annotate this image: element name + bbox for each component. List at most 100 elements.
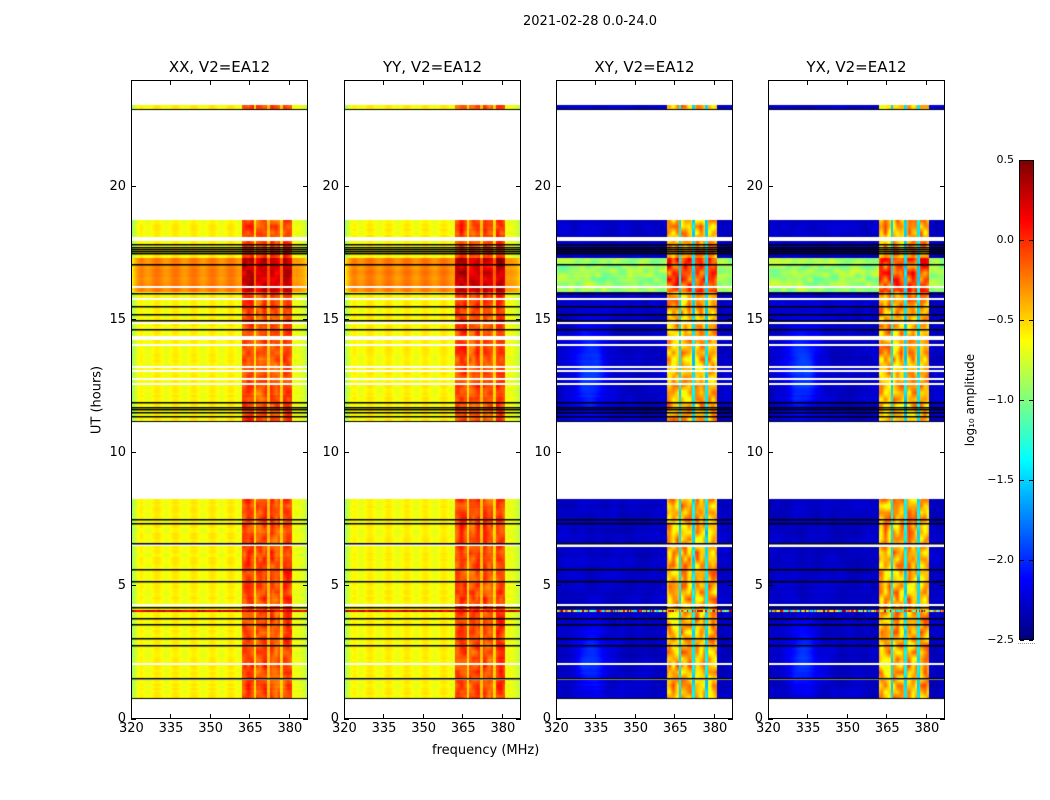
x-tick-mark <box>634 714 636 719</box>
x-tick-label: 350 <box>623 721 649 736</box>
y-tick-label: 10 <box>109 444 126 460</box>
y-tick-mark <box>940 452 945 454</box>
y-tick-label: 5 <box>117 577 126 593</box>
x-tick-label: 350 <box>411 721 437 736</box>
x-tick-label: 335 <box>158 721 184 736</box>
x-tick-mark <box>209 714 211 719</box>
y-tick-mark <box>131 585 136 587</box>
y-tick-mark <box>516 452 521 454</box>
x-tick-mark <box>289 714 290 719</box>
colorbar-tick-mark <box>1029 399 1033 401</box>
colorbar-tick-mark <box>1020 639 1024 641</box>
x-tick-mark <box>807 714 809 719</box>
x-tick-label: 380 <box>702 721 728 736</box>
y-tick-label: 15 <box>746 311 763 327</box>
x-tick-mark <box>170 714 172 719</box>
panel-yx: YX, V2=EA12 320 335 350 365 380 0 5 10 15 20 <box>746 58 945 736</box>
x-tick-mark <box>674 714 676 719</box>
x-tick-mark <box>462 714 464 719</box>
y-tick-mark <box>344 186 349 187</box>
y-tick-mark <box>728 452 733 454</box>
y-tick-mark <box>131 452 136 454</box>
y-tick-mark <box>940 186 945 187</box>
heatmap-yy <box>344 80 521 719</box>
y-tick-label: 20 <box>322 178 339 194</box>
colorbar-tick-label: −1.5 <box>987 473 1014 486</box>
x-tick-label: 350 <box>198 721 224 736</box>
x-tick-mark <box>422 80 424 85</box>
y-tick-label: 5 <box>330 577 339 593</box>
x-tick-mark <box>886 714 888 719</box>
colorbar-tick-mark <box>1029 559 1033 561</box>
y-tick-mark <box>556 718 561 720</box>
x-tick-mark <box>555 714 557 719</box>
panel-title: XY, V2=EA12 <box>594 58 695 76</box>
x-tick-mark <box>926 80 927 85</box>
x-tick-mark <box>714 80 715 85</box>
colorbar-tick-mark <box>1020 559 1024 561</box>
y-tick-label: 10 <box>322 444 339 460</box>
y-tick-mark <box>131 718 136 720</box>
colorbar-tick-label: −2.5 <box>987 633 1014 646</box>
y-tick-mark <box>768 452 773 454</box>
y-tick-label: 0 <box>754 711 763 726</box>
colorbar-tick-label: 0.0 <box>996 233 1015 246</box>
x-tick-label: 380 <box>914 721 940 736</box>
y-tick-mark <box>768 319 773 321</box>
x-tick-mark <box>130 80 132 85</box>
x-tick-mark <box>249 80 251 85</box>
x-tick-mark <box>807 80 809 85</box>
x-tick-label: 365 <box>662 721 688 736</box>
x-tick-label: 365 <box>450 721 476 736</box>
y-tick-mark <box>516 718 521 720</box>
y-tick-mark <box>728 718 733 720</box>
panel-xx: XX, V2=EA12 320 335 350 365 380 0 5 10 15 20 <box>109 58 308 736</box>
x-tick-label: 335 <box>583 721 609 736</box>
colorbar-tick-mark <box>1029 239 1033 241</box>
x-tick-mark <box>846 714 848 719</box>
x-tick-label: 320 <box>756 721 781 736</box>
x-tick-mark <box>886 80 888 85</box>
y-tick-mark <box>556 585 561 587</box>
x-tick-mark <box>926 714 927 719</box>
x-tick-mark <box>422 714 424 719</box>
heatmap-yx <box>768 80 945 719</box>
y-tick-mark <box>344 452 349 454</box>
y-tick-mark <box>728 186 733 187</box>
y-tick-label: 10 <box>534 444 551 460</box>
colorbar-tick-mark <box>1020 399 1024 401</box>
x-tick-mark <box>767 80 769 85</box>
colorbar <box>1019 160 1034 640</box>
x-tick-mark <box>383 714 385 719</box>
x-tick-mark <box>634 80 636 85</box>
colorbar-tick-label: −1.0 <box>987 393 1014 406</box>
x-tick-label: 320 <box>332 721 357 736</box>
x-tick-mark <box>170 80 172 85</box>
colorbar-tick-label: −2.0 <box>987 553 1014 566</box>
x-tick-label: 350 <box>835 721 861 736</box>
x-tick-mark <box>595 80 597 85</box>
y-tick-mark <box>303 585 308 587</box>
x-tick-label: 320 <box>544 721 569 736</box>
heatmap-xy <box>556 80 733 719</box>
x-tick-mark <box>767 714 769 719</box>
y-tick-mark <box>556 186 561 187</box>
colorbar-tick-mark <box>1020 479 1024 481</box>
y-tick-mark <box>344 585 349 587</box>
colorbar-tick-label: −0.5 <box>987 313 1014 326</box>
y-tick-label: 20 <box>109 178 126 194</box>
y-tick-mark <box>131 186 136 187</box>
x-axis-label: frequency (MHz) <box>432 743 540 758</box>
y-tick-label: 0 <box>330 711 339 726</box>
y-tick-label: 15 <box>322 311 339 327</box>
colorbar-extension-marker <box>1018 643 1035 644</box>
x-tick-mark <box>555 80 557 85</box>
y-tick-mark <box>940 585 945 587</box>
y-axis-label: UT (hours) <box>89 365 105 435</box>
y-tick-label: 20 <box>746 178 763 194</box>
colorbar-tick-label: 0.5 <box>996 153 1015 166</box>
colorbar-tick-mark <box>1020 319 1024 321</box>
y-tick-mark <box>768 186 773 187</box>
y-tick-mark <box>303 718 308 720</box>
y-tick-mark <box>556 319 561 321</box>
